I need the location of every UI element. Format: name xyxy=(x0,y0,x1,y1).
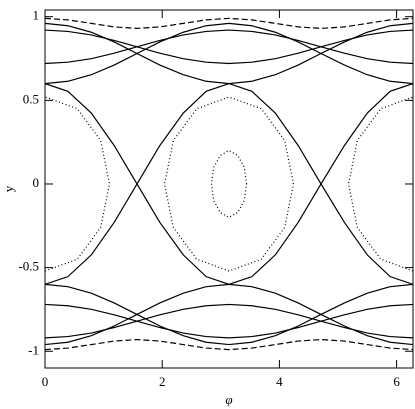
y-tick-label: -1 xyxy=(28,342,39,357)
curve xyxy=(45,29,413,65)
curve xyxy=(45,303,413,339)
x-tick-label: 2 xyxy=(159,374,166,389)
curve xyxy=(163,96,295,272)
curve xyxy=(45,22,413,85)
y-tick-label: 0.5 xyxy=(23,91,39,106)
curve xyxy=(45,338,413,351)
x-tick-label: 0 xyxy=(42,374,49,389)
curve xyxy=(45,283,413,346)
y-tick-label: 0 xyxy=(33,175,40,190)
curve xyxy=(210,149,248,219)
y-tick-label: -0.5 xyxy=(18,259,39,274)
x-tick-label: 6 xyxy=(393,374,400,389)
curve xyxy=(45,29,413,65)
curve xyxy=(45,303,413,339)
x-axis-label: φ xyxy=(225,392,232,407)
y-axis-label: y xyxy=(1,185,16,192)
curve xyxy=(45,283,413,346)
curve xyxy=(45,22,413,85)
plot-frame xyxy=(44,9,414,369)
x-tick-label: 4 xyxy=(276,374,283,389)
curve xyxy=(45,83,413,285)
curve xyxy=(45,17,413,30)
y-tick-label: 1 xyxy=(33,8,40,23)
curves xyxy=(45,17,413,351)
curve xyxy=(45,82,413,285)
curve xyxy=(45,96,111,272)
curve xyxy=(347,96,413,272)
